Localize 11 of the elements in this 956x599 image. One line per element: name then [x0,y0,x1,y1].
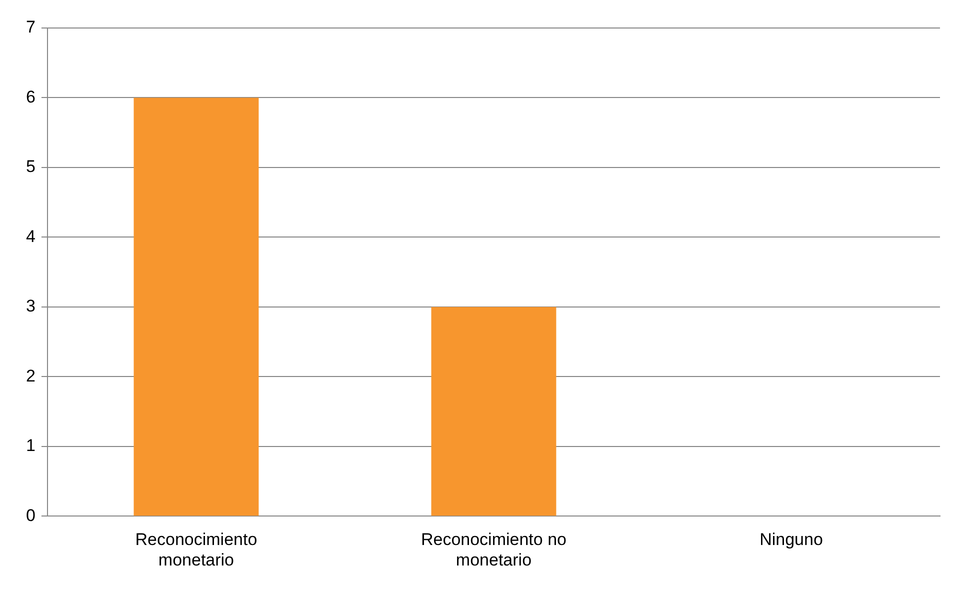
x-tick-label: Ninguno [760,530,823,550]
y-tick-label: 0 [26,506,36,525]
y-tick-label: 3 [26,296,36,316]
y-tick-label: 1 [26,436,36,456]
y-tick-label: 5 [26,157,36,176]
x-tick-label: Reconocimiento monetario [135,530,258,570]
y-tick-label: 6 [26,87,36,106]
y-tick-label: 4 [26,226,36,246]
y-tick-label: 7 [26,18,36,37]
x-tick-label: Reconocimiento no monetario [420,530,566,570]
y-tick-label: 2 [26,366,36,386]
